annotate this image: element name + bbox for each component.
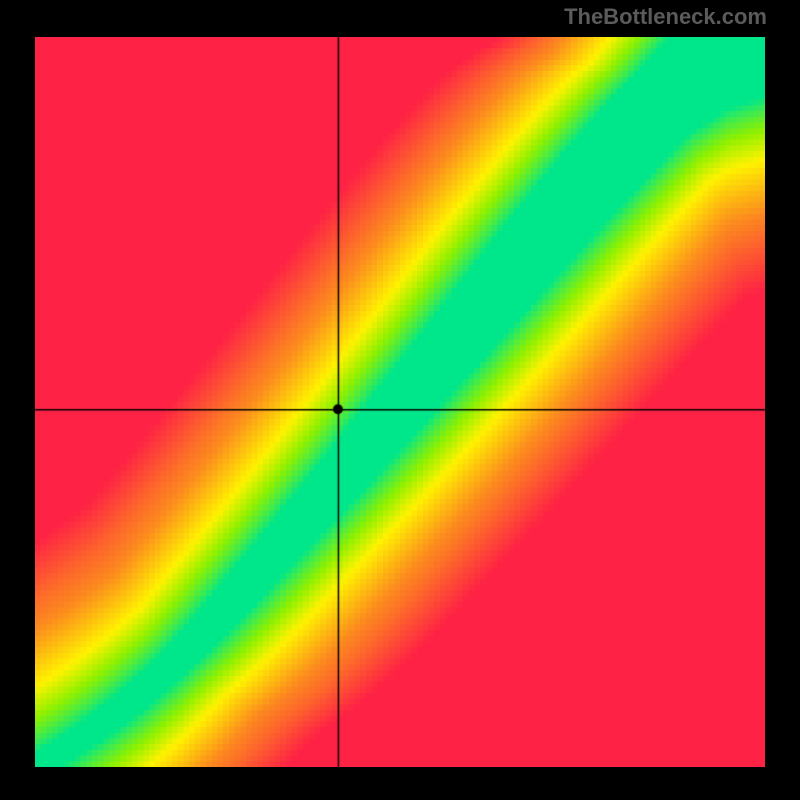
chart-container: TheBottleneck.com — [0, 0, 800, 800]
overlay-canvas — [0, 0, 800, 800]
watermark-text: TheBottleneck.com — [564, 4, 767, 30]
